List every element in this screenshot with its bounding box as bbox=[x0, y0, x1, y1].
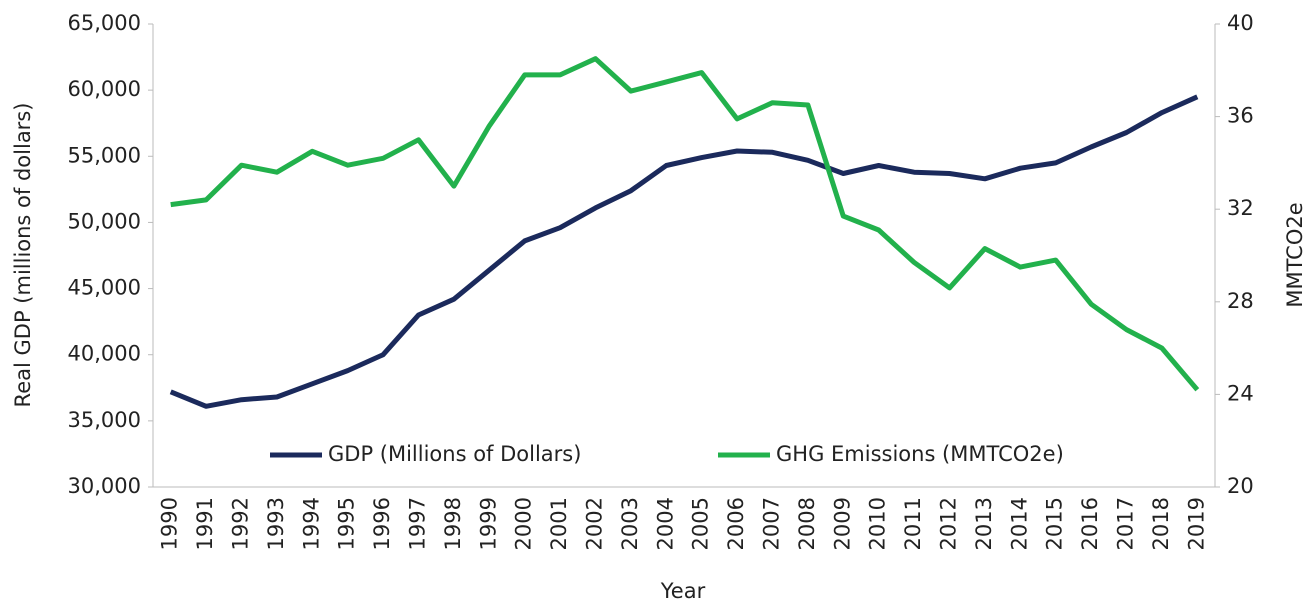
y2-tick-label: 32 bbox=[1227, 196, 1254, 220]
x-tick-label: 2016 bbox=[1078, 497, 1102, 550]
x-tick-label: 2004 bbox=[653, 497, 677, 550]
x-tick-label: 2000 bbox=[512, 497, 536, 550]
x-tick-label: 1992 bbox=[229, 497, 253, 550]
x-tick-label: 2007 bbox=[760, 497, 784, 550]
y-tick-label: 40,000 bbox=[68, 342, 141, 366]
x-tick-label: 2017 bbox=[1114, 497, 1138, 550]
legend-label: GHG Emissions (MMTCO2e) bbox=[776, 442, 1064, 466]
y-tick-label: 55,000 bbox=[68, 143, 141, 167]
x-tick-label: 1998 bbox=[441, 497, 465, 550]
x-tick-label: 1999 bbox=[476, 497, 500, 550]
series-line bbox=[169, 94, 1199, 409]
x-tick-label: 2015 bbox=[1043, 497, 1067, 550]
x-tick-label: 1991 bbox=[193, 497, 217, 550]
y2-tick-label: 40 bbox=[1227, 11, 1254, 35]
x-tick-label: 2005 bbox=[689, 497, 713, 550]
x-tick-label: 1990 bbox=[158, 497, 182, 550]
x-tick-label: 2009 bbox=[830, 497, 854, 550]
x-tick-label: 2008 bbox=[795, 497, 819, 550]
y2-tick-label: 24 bbox=[1227, 381, 1254, 405]
x-tick-label: 2013 bbox=[972, 497, 996, 550]
y-tick-label: 65,000 bbox=[68, 11, 141, 35]
x-tick-label: 2010 bbox=[866, 497, 890, 550]
x-tick-label: 2002 bbox=[583, 497, 607, 550]
x-tick-label: 1997 bbox=[406, 497, 430, 550]
x-axis-title: Year bbox=[660, 579, 706, 603]
y2-tick-label: 28 bbox=[1227, 289, 1254, 313]
y2-axis-title: MMTCO2e bbox=[1283, 202, 1307, 307]
x-tick-label: 1994 bbox=[299, 497, 323, 550]
y2-tick-label: 20 bbox=[1227, 474, 1254, 498]
x-tick-label: 2019 bbox=[1184, 497, 1208, 550]
x-tick-label: 1996 bbox=[370, 497, 394, 550]
x-tick-label: 2011 bbox=[901, 497, 925, 550]
x-tick-label: 2014 bbox=[1007, 497, 1031, 550]
y-tick-label: 50,000 bbox=[68, 209, 141, 233]
x-tick-label: 1995 bbox=[335, 497, 359, 550]
y-axis-title: Real GDP (millions of dollars) bbox=[11, 103, 35, 408]
y-tick-label: 35,000 bbox=[68, 408, 141, 432]
y2-tick-label: 36 bbox=[1227, 104, 1254, 128]
x-tick-label: 2012 bbox=[937, 497, 961, 550]
series-line bbox=[170, 56, 1200, 392]
x-tick-label: 2006 bbox=[724, 497, 748, 550]
x-tick-label: 2001 bbox=[547, 497, 571, 550]
y-tick-label: 60,000 bbox=[68, 77, 141, 101]
y-tick-label: 30,000 bbox=[68, 474, 141, 498]
legend-label: GDP (Millions of Dollars) bbox=[328, 442, 581, 466]
x-tick-label: 2018 bbox=[1149, 497, 1173, 550]
x-tick-label: 2003 bbox=[618, 497, 642, 550]
y-tick-label: 45,000 bbox=[68, 276, 141, 300]
x-tick-label: 1993 bbox=[264, 497, 288, 550]
